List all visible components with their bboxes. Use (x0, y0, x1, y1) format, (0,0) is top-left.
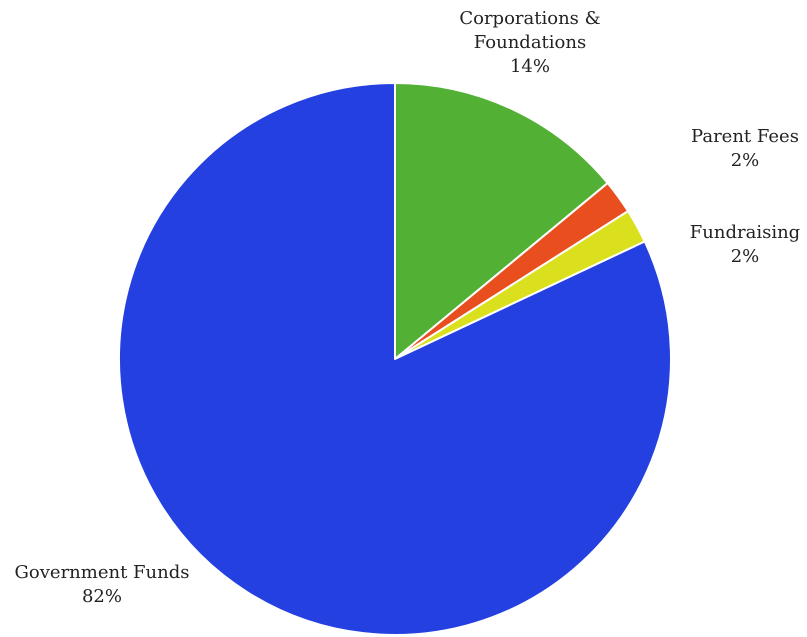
slice-name-label: Corporations & (459, 8, 600, 29)
slice-value-label: 14% (510, 56, 550, 77)
slice-label-fundraising: Fundraising 2% (690, 222, 800, 267)
slice-value-label: 2% (731, 246, 760, 267)
pie-slices (118, 82, 672, 636)
slice-value-label: 82% (82, 586, 122, 607)
slice-value-label: 2% (731, 150, 760, 171)
slice-labels: Corporations & Foundations 14% Parent Fees 2… (15, 8, 801, 607)
slice-label-government-funds: Government Funds 82% (15, 562, 190, 607)
slice-name-label: Foundations (474, 32, 586, 53)
pie-slice-corporations-foundations (394, 82, 609, 360)
slice-label-parent-fees: Parent Fees 2% (691, 126, 799, 171)
pie-slice-government-funds (118, 82, 672, 636)
slice-label-corporations-foundations: Corporations & Foundations 14% (459, 8, 600, 77)
slice-name-label: Parent Fees (691, 126, 799, 147)
slice-name-label: Fundraising (690, 222, 800, 243)
slice-name-label: Government Funds (15, 562, 190, 583)
